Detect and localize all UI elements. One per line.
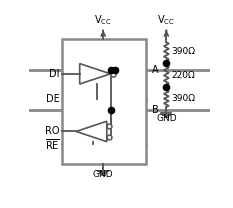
Text: V$_{\sf CC}$: V$_{\sf CC}$ [158,14,175,27]
Text: 390Ω: 390Ω [172,47,196,56]
Bar [62,39,147,164]
Polygon shape [80,64,110,84]
Text: GND: GND [156,114,177,123]
Text: 220Ω: 220Ω [172,71,195,80]
Text: DI: DI [49,69,60,79]
Text: RO: RO [45,126,60,136]
Text: V$_{\sf CC}$: V$_{\sf CC}$ [94,14,112,27]
Text: B: B [152,105,159,115]
Text: 390Ω: 390Ω [172,94,196,103]
Text: A: A [152,65,158,75]
Polygon shape [76,121,107,142]
Text: DE: DE [46,94,60,104]
Text: $\overline{\mathrm{RE}}$: $\overline{\mathrm{RE}}$ [45,137,60,152]
Text: GND: GND [93,170,113,179]
